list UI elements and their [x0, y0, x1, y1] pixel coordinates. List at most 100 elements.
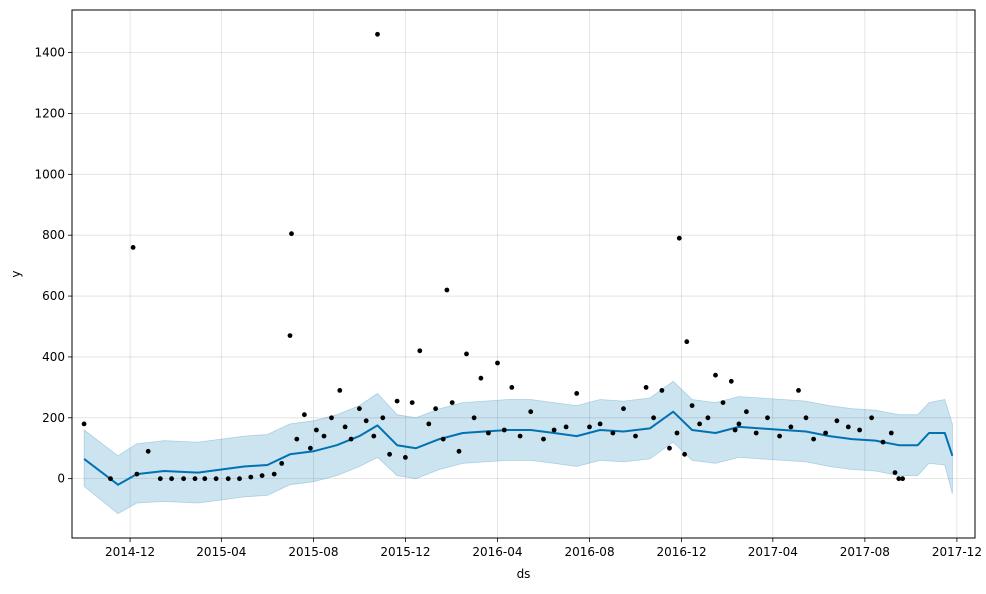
observed-point — [528, 409, 534, 415]
observed-point — [892, 470, 898, 475]
observed-point — [259, 473, 265, 478]
observed-point — [289, 231, 294, 237]
x-tick-label: 2015-08 — [288, 545, 338, 559]
observed-point — [845, 424, 851, 430]
observed-point — [130, 245, 136, 250]
observed-point — [248, 474, 254, 480]
observed-point — [744, 409, 749, 415]
observed-point — [471, 415, 477, 421]
x-tick-label: 2014-12 — [105, 545, 155, 559]
observed-point — [900, 476, 905, 482]
grid — [72, 10, 975, 538]
observed-point — [409, 400, 415, 405]
observed-point — [342, 424, 348, 430]
observed-point — [896, 476, 902, 482]
observed-point — [541, 436, 546, 442]
observed-point — [667, 445, 672, 451]
observed-point — [357, 406, 362, 412]
observed-point — [308, 445, 313, 451]
observed-point — [363, 418, 369, 424]
observed-point — [811, 436, 816, 442]
observed-point — [728, 378, 734, 384]
observed-point — [633, 433, 638, 439]
uncertainty-band — [83, 380, 953, 515]
plot-frame — [71, 9, 976, 539]
x-tick-label: 2016-08 — [564, 545, 614, 559]
observed-point — [394, 398, 400, 404]
observed-point — [426, 421, 432, 427]
observed-point — [348, 436, 354, 442]
observed-point — [697, 421, 702, 427]
observed-point — [684, 339, 690, 345]
y-axis-label: y — [9, 270, 23, 277]
x-tick-label: 2017-12 — [932, 545, 982, 559]
observed-point — [563, 424, 569, 430]
observed-point — [732, 427, 738, 433]
y-tick-label: 800 — [42, 228, 65, 242]
observed-point — [777, 433, 782, 439]
observed-point — [294, 436, 300, 442]
observed-point — [456, 448, 462, 454]
observed-point — [796, 388, 801, 393]
observed-point — [643, 385, 649, 390]
observed-point — [753, 430, 759, 436]
observed-point — [651, 415, 656, 421]
observed-point — [237, 476, 242, 482]
x-tick-label: 2016-04 — [472, 545, 522, 559]
observed-point — [108, 476, 113, 482]
forecast-line-path — [83, 410, 954, 486]
observed-point — [337, 388, 343, 393]
observed-point — [157, 476, 163, 482]
y-tick-label: 1200 — [34, 106, 65, 120]
observed-point — [375, 31, 380, 37]
observed-point — [705, 415, 711, 421]
observed-point — [551, 427, 557, 433]
observed-point — [321, 433, 327, 439]
observed-points — [81, 31, 905, 482]
observed-point — [417, 348, 423, 354]
observed-point — [574, 391, 580, 396]
observed-point — [279, 461, 285, 466]
x-tick-label: 2017-04 — [748, 545, 798, 559]
forecast-line — [83, 410, 954, 486]
observed-point — [621, 406, 626, 412]
x-tick-label: 2016-12 — [656, 545, 706, 559]
observed-point — [329, 415, 334, 421]
observed-point — [765, 415, 770, 421]
observed-point — [225, 476, 231, 482]
observed-point — [449, 400, 455, 405]
observed-point — [587, 424, 592, 430]
observed-point — [495, 360, 500, 366]
observed-point — [788, 424, 794, 430]
observed-point — [464, 351, 469, 357]
observed-point — [501, 427, 507, 433]
x-axis-label: ds — [517, 567, 531, 581]
observed-point — [880, 439, 886, 445]
y-tick-label: 1000 — [34, 167, 65, 181]
observed-point — [720, 400, 726, 405]
observed-point — [314, 427, 319, 433]
observed-point — [478, 375, 484, 381]
observed-point — [823, 430, 828, 436]
observed-point — [803, 415, 809, 421]
observed-point — [145, 448, 151, 454]
y-tick-label: 600 — [42, 289, 65, 303]
observed-point — [302, 412, 307, 418]
observed-point — [676, 235, 682, 241]
observed-point — [659, 388, 665, 393]
y-tick-label: 400 — [42, 350, 65, 364]
observed-point — [509, 385, 515, 390]
uncertainty-band-area — [83, 380, 953, 515]
x-axis-ticks: 2014-12 2015-04 2015-08 2015-12 2016-04 2016-… — [105, 538, 982, 559]
observed-point — [287, 333, 293, 338]
y-axis-ticks: 0 200 400 600 800 1000 1200 1400 — [34, 46, 72, 486]
observed-point — [486, 430, 491, 436]
observed-point — [134, 471, 140, 477]
x-tick-label: 2017-08 — [840, 545, 890, 559]
observed-point — [387, 451, 392, 457]
observed-point — [271, 471, 277, 477]
y-tick-label: 0 — [57, 472, 65, 486]
observed-point — [169, 476, 175, 482]
